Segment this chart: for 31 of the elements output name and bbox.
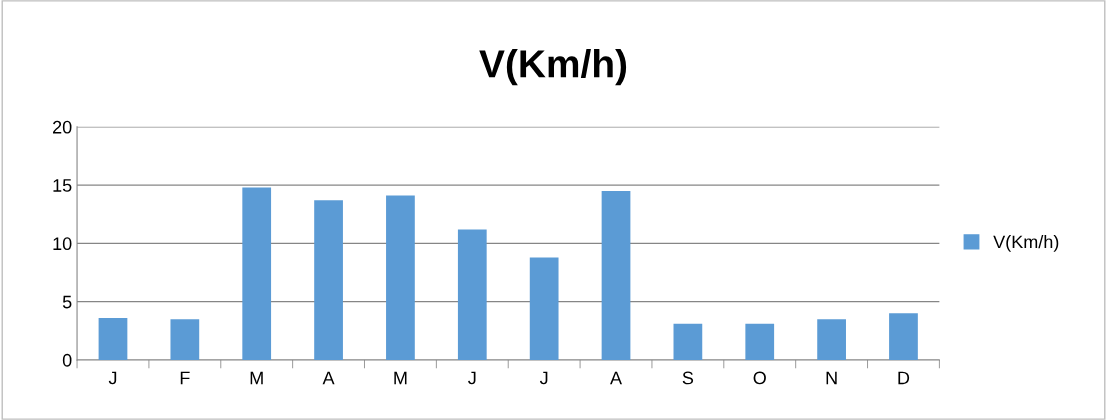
x-tick-label: J — [539, 371, 548, 385]
x-tick-label: D — [898, 371, 910, 385]
x-tick-label: A — [610, 371, 622, 385]
x-tick-label: J — [108, 371, 117, 385]
x-tick-label: A — [322, 371, 335, 385]
x-tick-label: F — [180, 371, 190, 385]
bar — [314, 200, 343, 360]
bar — [673, 323, 703, 360]
x-tick-label: O — [753, 371, 766, 385]
x-tick-label: J — [468, 371, 476, 385]
x-tick-label: S — [682, 371, 694, 385]
bar — [745, 323, 775, 360]
x-tick-label: M — [394, 371, 407, 385]
bar — [170, 319, 200, 360]
bar — [601, 190, 631, 360]
y-tick-label: 20 — [53, 120, 72, 134]
bar — [242, 187, 272, 360]
y-tick-label: 0 — [62, 353, 72, 367]
bar — [529, 257, 559, 360]
bar — [817, 319, 846, 360]
y-tick-label: 15 — [53, 179, 72, 192]
bar — [386, 195, 415, 360]
bar — [889, 313, 918, 360]
legend-label: V(Km/h) — [993, 235, 1059, 252]
y-tick-label: 10 — [53, 237, 72, 251]
bar — [457, 229, 487, 360]
bar — [98, 317, 128, 360]
x-tick-label: M — [250, 371, 263, 385]
chart-title: V(Km/h) — [479, 49, 627, 86]
y-tick-label: 5 — [62, 295, 72, 309]
x-tick-label: N — [826, 371, 837, 385]
